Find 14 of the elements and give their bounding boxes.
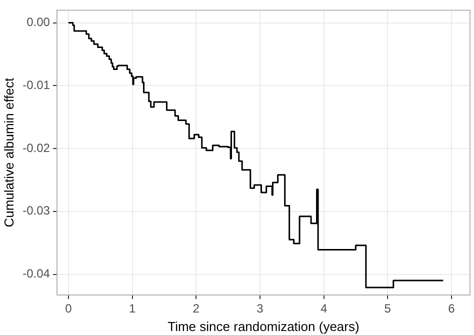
x-tick-label: 6 (448, 302, 456, 316)
x-tick-label: 5 (384, 302, 392, 316)
y-tick-label: -0.03 (22, 204, 50, 218)
x-tick-label: 0 (65, 302, 72, 316)
x-tick-label: 3 (256, 302, 264, 316)
x-tick-label: 1 (128, 302, 136, 316)
x-tick-label: 4 (320, 302, 328, 316)
y-tick-label: -0.02 (22, 140, 50, 155)
y-tick-label: -0.04 (22, 266, 50, 281)
y-axis-title: Cumulative albumin effect (1, 78, 16, 228)
y-tick-label: 0.00 (26, 15, 50, 30)
y-tick-label: -0.01 (22, 78, 50, 92)
x-tick-label: 2 (192, 302, 200, 316)
x-axis-title: Time since randomization (years) (168, 318, 360, 334)
